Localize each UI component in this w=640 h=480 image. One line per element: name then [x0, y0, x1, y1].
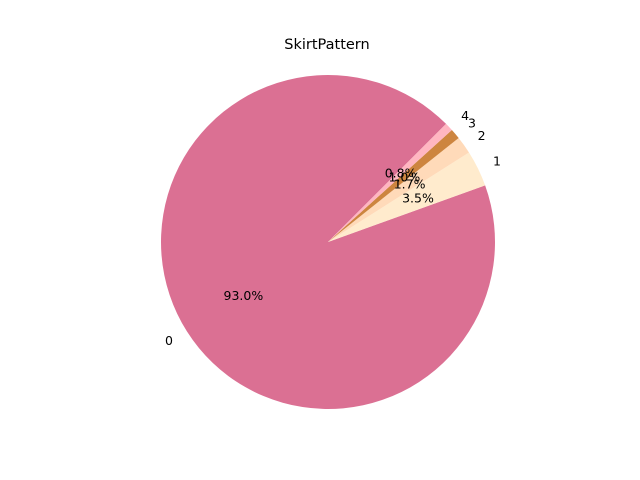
percent-label-1: 3.5%: [402, 190, 434, 205]
pie-slice-4: [328, 123, 452, 242]
category-label-1: 1: [493, 154, 501, 169]
pie-slice-0: [161, 75, 496, 410]
percent-label-0: 93.0%: [224, 288, 264, 303]
pie-slice-3: [328, 129, 459, 242]
pie-slice-2: [328, 137, 470, 242]
pie-labels: 0 93.0% 1 3.5% 2 1.7% 3 1.0% 4 0.8%: [165, 108, 501, 348]
percent-label-2: 1.7%: [394, 176, 426, 191]
category-label-3: 3: [468, 116, 476, 131]
pie-slice-1: [328, 152, 486, 242]
pie-slices: [161, 75, 496, 410]
percent-label-4: 0.8%: [385, 165, 417, 180]
category-label-2: 2: [478, 128, 486, 143]
chart-title: SkirtPattern: [284, 37, 369, 53]
percent-label-3: 1.0%: [389, 170, 421, 185]
category-label-4: 4: [461, 108, 469, 123]
category-label-0: 0: [165, 333, 173, 348]
